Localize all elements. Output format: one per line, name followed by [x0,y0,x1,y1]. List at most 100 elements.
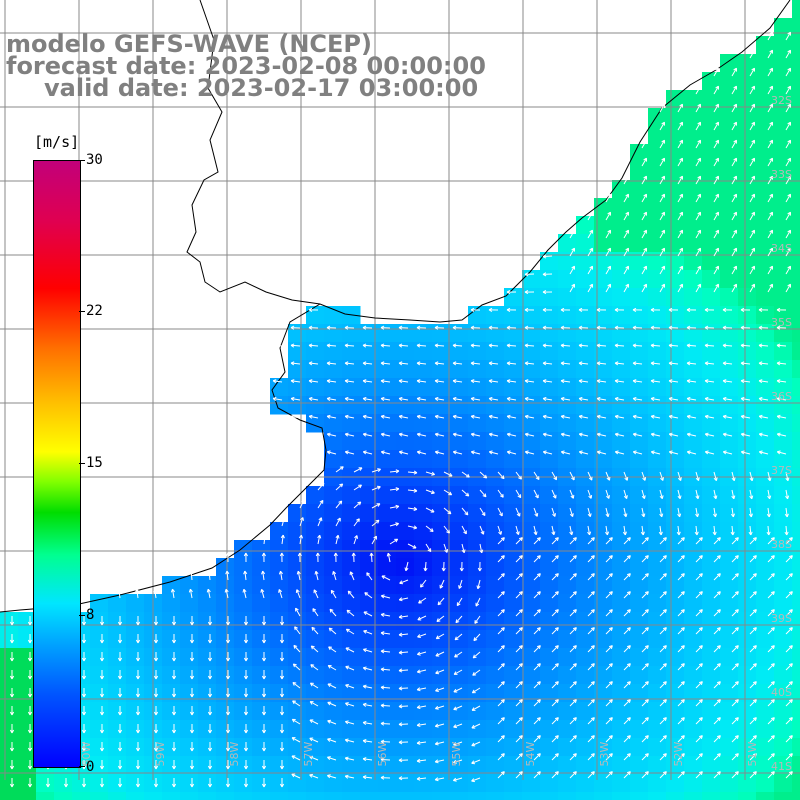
wind-cell [396,720,415,739]
wind-cell [540,540,559,559]
wind-cell [702,666,721,685]
wind-arrow [261,616,267,626]
wind-arrow [659,681,667,689]
wind-cell [216,648,235,667]
wind-arrow [659,211,665,221]
wind-cell [450,738,469,757]
wind-arrow [243,742,249,752]
wind-arrow [767,471,772,482]
wind-arrow [473,633,481,642]
wind-arrow [695,193,701,203]
wind-arrow [686,450,697,455]
wind-arrow [695,735,703,743]
wind-arrow [587,699,595,707]
wind-arrow [587,507,592,518]
wind-arrow [416,740,427,745]
wind-cell [540,738,559,757]
wind-cell [738,396,757,415]
wind-cell [450,684,469,703]
wind-cell [594,738,613,757]
wind-cell [216,720,235,739]
wind-cell [738,486,757,505]
wind-arrow [749,139,755,149]
wind-arrow [623,717,631,725]
wind-arrow [417,615,427,621]
wind-cell [558,306,577,325]
wind-arrow [605,699,613,707]
wind-cell [468,432,487,451]
wind-cell [738,792,757,800]
wind-arrow [641,573,649,581]
wind-cell [504,630,523,649]
wind-arrow [453,687,463,693]
wind-arrow [695,645,703,653]
wind-arrow [443,489,453,496]
wind-arrow [488,450,499,455]
wind-cell [90,684,109,703]
wind-arrow [614,343,625,348]
wind-arrow [506,432,517,437]
wind-arrow [650,396,661,401]
wind-arrow [488,414,499,419]
wind-arrow [380,432,391,437]
wind-arrow [261,724,267,734]
wind-arrow [569,471,575,481]
wind-cell [702,522,721,541]
wind-arrow [261,570,266,581]
wind-cell [756,270,775,289]
wind-arrow [308,379,319,384]
wind-cell [414,738,433,757]
wind-arrow [533,591,541,599]
wind-cell [666,666,685,685]
wind-arrow [713,121,719,131]
wind-cell [378,486,397,505]
wind-cell [342,504,361,523]
wind-arrow [443,507,452,515]
wind-cell [432,396,451,415]
wind-arrow [326,450,337,455]
wind-cell [576,666,595,685]
wind-arrow [452,414,463,419]
latitude-label: 32S [771,94,792,107]
wind-cell [648,540,667,559]
wind-cell [324,558,343,577]
wind-arrow [524,414,535,419]
wind-cell [306,342,325,361]
wind-arrow [279,670,285,680]
wind-arrow [740,396,751,401]
wind-arrow [453,705,463,711]
wind-cell [234,684,253,703]
wind-cell [522,486,541,505]
wind-arrow [767,681,775,689]
colorbar-tick [79,160,85,161]
wind-arrow [434,759,445,764]
wind-cell [450,342,469,361]
wind-arrow [524,361,535,366]
wind-arrow [425,507,435,513]
wind-cell [648,144,667,163]
wind-cell [504,666,523,685]
wind-cell [450,504,469,523]
wind-cell [612,774,631,793]
wind-arrow [479,525,485,535]
wind-cell [234,756,253,775]
wind-arrow [398,758,409,763]
wind-arrow [623,753,631,761]
wind-arrow [713,157,719,167]
wind-cell [432,432,451,451]
wind-cell [432,630,451,649]
wind-cell [576,432,595,451]
wind-cell [504,414,523,433]
wind-cell [90,648,109,667]
wind-cell [180,738,199,757]
wind-cell [432,378,451,397]
wind-arrow [171,616,177,626]
wind-arrow [317,517,323,527]
wind-cell [684,360,703,379]
wind-arrow [551,627,559,635]
wind-cell [702,234,721,253]
wind-cell [774,396,793,415]
wind-cell [558,774,577,793]
wind-cell [738,594,757,613]
